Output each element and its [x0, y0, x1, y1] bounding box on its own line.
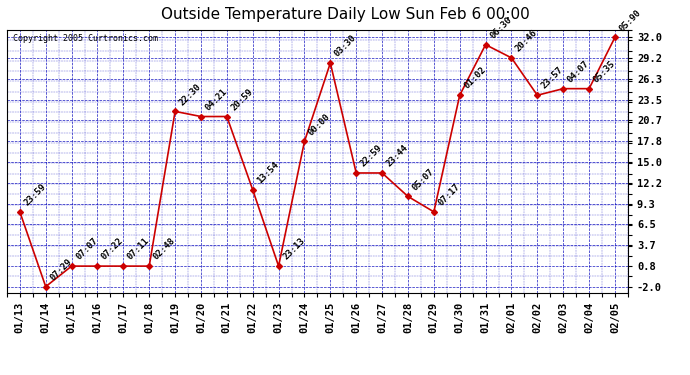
Text: 07:11: 07:11 [126, 236, 151, 262]
Text: 04:07: 04:07 [566, 59, 591, 84]
Text: 02:48: 02:48 [152, 236, 177, 262]
Text: 23:57: 23:57 [540, 66, 565, 91]
Text: 07:17: 07:17 [437, 182, 462, 207]
Text: 03:30: 03:30 [333, 33, 358, 58]
Text: 22:30: 22:30 [177, 82, 203, 107]
Text: 20:59: 20:59 [229, 87, 255, 112]
Text: 04:21: 04:21 [204, 87, 229, 112]
Text: 05:35: 05:35 [592, 59, 617, 84]
Text: 23:44: 23:44 [385, 143, 410, 169]
Text: 07:29: 07:29 [48, 257, 74, 282]
Text: 22:59: 22:59 [359, 143, 384, 169]
Text: 05:90: 05:90 [618, 8, 643, 33]
Text: 13:54: 13:54 [255, 160, 281, 186]
Text: 23:59: 23:59 [22, 182, 48, 207]
Text: Outside Temperature Daily Low Sun Feb 6 00:00: Outside Temperature Daily Low Sun Feb 6 … [161, 8, 529, 22]
Text: 06:30: 06:30 [489, 15, 513, 40]
Text: 05:07: 05:07 [411, 166, 436, 192]
Text: 01:02: 01:02 [462, 66, 488, 91]
Text: 23:13: 23:13 [281, 236, 306, 262]
Text: 20:46: 20:46 [514, 28, 540, 54]
Text: 07:07: 07:07 [75, 236, 99, 262]
Text: 07:22: 07:22 [100, 236, 126, 262]
Text: Copyright 2005 Curtronics.com: Copyright 2005 Curtronics.com [13, 34, 158, 43]
Text: 00:00: 00:00 [307, 112, 333, 137]
